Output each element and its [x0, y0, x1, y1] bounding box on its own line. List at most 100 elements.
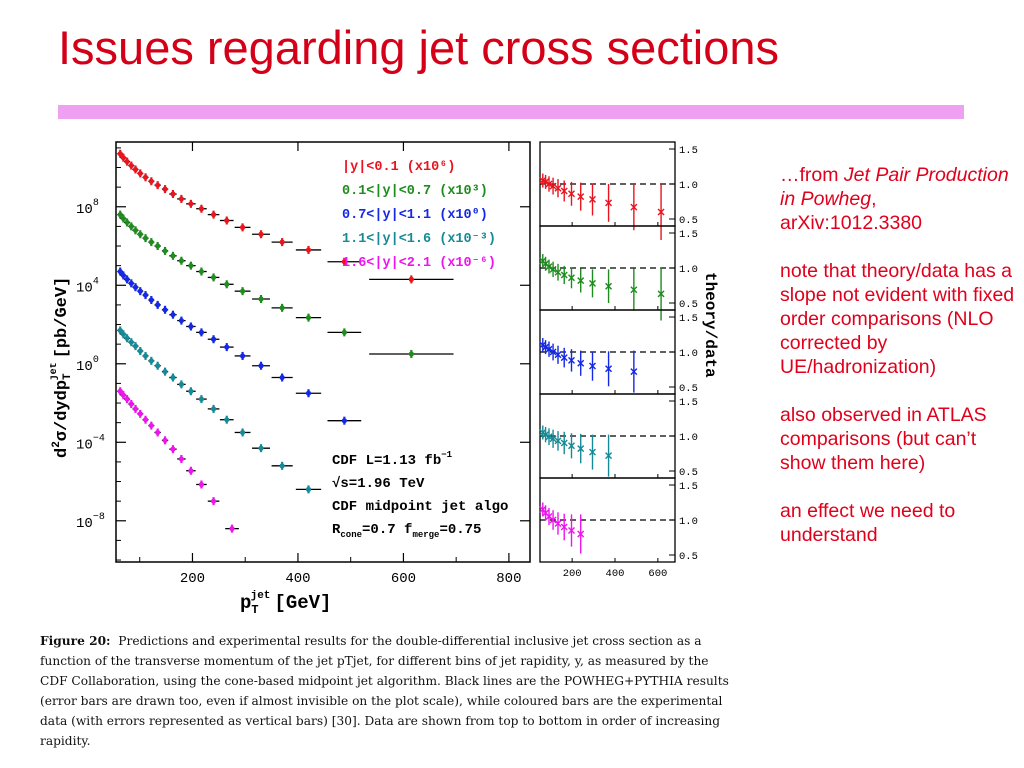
ratio-y-tick-label: 0.5	[679, 467, 698, 479]
caption-label: Figure 20:	[40, 634, 111, 648]
note-slope: note that theory/data has a slope not ev…	[780, 260, 1015, 378]
x-tick-label: 600	[391, 571, 416, 587]
legend-entry-1: 0.1<|y|<0.7 (x10³)	[342, 184, 488, 199]
data-point	[142, 292, 149, 298]
data-point	[210, 406, 217, 412]
ratio-point	[554, 437, 562, 445]
data-point	[170, 446, 176, 452]
ratio-point	[545, 345, 553, 353]
data-point	[210, 498, 217, 504]
ratio-point	[589, 448, 596, 456]
legend-entry-3: 1.1<|y|<1.6 (x10⁻³)	[342, 232, 496, 247]
ratio-point	[589, 279, 596, 287]
ratio-point	[560, 187, 568, 195]
source-prefix: …from	[780, 164, 844, 186]
legend-entry-2: 0.7<|y|<1.1 (x10⁰)	[342, 208, 488, 223]
data-point	[120, 331, 126, 337]
data-point	[239, 288, 246, 294]
data-point	[408, 276, 414, 282]
ratio-point	[554, 268, 562, 276]
data-point	[155, 429, 161, 436]
ratio-y-tick-label: 1.5	[679, 313, 698, 325]
ratio-x-tick-label: 600	[648, 568, 667, 580]
ratio-point	[568, 356, 575, 364]
ratio-point	[568, 190, 575, 198]
ratio-point	[577, 530, 585, 538]
ratio-point	[545, 263, 553, 271]
data-point	[279, 463, 285, 469]
main-axis-ticks: 200 400 600 800 108 104 100 10−4 10−8	[76, 142, 530, 587]
title-underline	[58, 105, 964, 119]
ratio-point	[549, 265, 557, 273]
ratio-y-tick-label: 1.0	[679, 432, 698, 444]
main-x-axis-label: pTjet [GeV]	[240, 590, 331, 617]
data-point	[132, 406, 139, 412]
data-point	[341, 418, 347, 424]
data-point	[224, 417, 230, 423]
main-legend: |y|<0.1 (x10⁶) 0.1<|y|<0.7 (x10³) 0.7<|y…	[342, 160, 496, 271]
data-point	[120, 215, 126, 222]
main-plot-frame	[115, 141, 531, 563]
ratio-point	[554, 520, 562, 527]
data-point	[258, 296, 264, 302]
annotation-parameters: Rcone=0.7 fmerge=0.75	[332, 522, 481, 540]
data-point	[341, 259, 347, 265]
ratio-y-tick-label: 1.0	[679, 264, 698, 276]
data-point	[148, 358, 154, 364]
data-point	[162, 186, 168, 192]
ratio-point	[542, 178, 550, 186]
data-point	[128, 280, 134, 286]
data-point	[155, 182, 161, 188]
data-point	[148, 297, 154, 303]
ratio-point	[554, 351, 562, 359]
ratio-y-tick-label: 0.5	[679, 383, 698, 395]
data-point	[279, 239, 285, 245]
data-point	[258, 445, 264, 451]
ratio-point	[542, 431, 550, 439]
annotation-energy: √s=1.96 TeV	[332, 475, 425, 492]
ratio-y-tick-label: 1.5	[679, 397, 698, 409]
ratio-point	[539, 506, 547, 513]
y-tick-label: 10−8	[76, 512, 105, 532]
data-point	[120, 392, 126, 398]
ratio-point	[549, 516, 557, 524]
legend-entry-4: 1.6<|y|<2.1 (x10⁻⁶)	[342, 256, 496, 271]
ratio-point	[554, 184, 562, 192]
y-tick-label: 104	[76, 276, 99, 296]
data-point	[279, 305, 285, 311]
ratio-point	[657, 290, 665, 298]
data-point	[155, 363, 161, 369]
ratio-point	[577, 277, 585, 285]
data-point	[142, 174, 149, 180]
ratio-point	[577, 359, 585, 367]
data-point	[162, 369, 168, 375]
data-point	[210, 336, 217, 342]
data-point	[188, 263, 194, 269]
data-point	[198, 268, 205, 275]
data-point	[224, 344, 230, 350]
data-point	[117, 212, 123, 218]
ratio-point	[568, 442, 575, 450]
data-point	[170, 191, 176, 197]
y-tick-label: 10−4	[76, 433, 105, 453]
y-tick-label: 100	[76, 355, 99, 375]
data-point	[142, 417, 149, 423]
data-point	[341, 329, 347, 335]
ratio-point	[560, 354, 568, 362]
data-point	[170, 312, 176, 318]
x-tick-label: 400	[285, 571, 310, 587]
data-point	[142, 235, 149, 241]
data-point	[132, 284, 139, 290]
data-point	[239, 224, 246, 230]
data-point	[188, 323, 194, 330]
data-point	[178, 258, 184, 264]
y-tick-label: 108	[76, 198, 99, 218]
data-point	[305, 390, 312, 396]
x-tick-label: 200	[180, 571, 205, 587]
source-reference: , arXiv:1012.3380	[780, 188, 923, 234]
data-point	[178, 317, 184, 324]
data-point	[120, 272, 126, 279]
cross-section-figure: 200 400 600 800 108 104 100 10−4 10−8 pTjet [GeV]…	[50, 141, 719, 617]
data-point	[132, 166, 139, 173]
data-point	[305, 315, 312, 321]
